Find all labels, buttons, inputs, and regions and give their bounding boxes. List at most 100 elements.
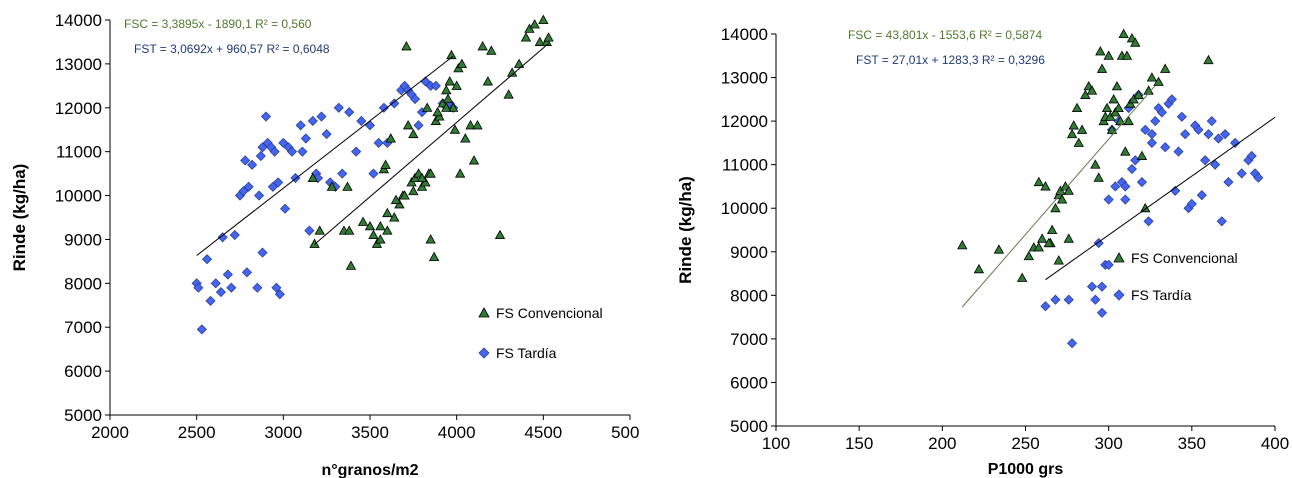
- y-tick-label: 8000: [730, 286, 768, 305]
- data-point-fs-tardia: [1186, 198, 1197, 209]
- x-tick-label: 350: [1178, 434, 1206, 453]
- x-tick-label: 5000: [611, 423, 640, 442]
- data-point-fs-tardia: [1090, 294, 1101, 305]
- data-point-fs-tardia: [215, 287, 226, 298]
- data-point-fs-convencional: [1096, 63, 1108, 73]
- data-point-fs-tardia: [1236, 168, 1247, 179]
- y-tick-label: 11000: [722, 156, 768, 175]
- data-point-fs-convencional: [1203, 54, 1214, 65]
- y-axis-title: Rinde (kg/ha): [10, 164, 29, 272]
- data-point-fs-tardia: [1210, 159, 1221, 170]
- data-point-fs-convencional: [1056, 194, 1068, 204]
- data-point-fs-convencional: [449, 124, 461, 134]
- data-point-fs-tardia: [1103, 194, 1114, 205]
- data-point-fs-convencional: [1108, 94, 1119, 104]
- data-point-fs-tardia: [344, 107, 355, 118]
- data-point-fs-convencional: [432, 106, 443, 117]
- data-point-fs-convencional: [468, 155, 480, 165]
- data-point-fs-convencional: [314, 225, 325, 235]
- data-point-fs-convencional: [342, 181, 353, 191]
- data-point-fs-tardia: [1230, 137, 1241, 148]
- data-point-fs-tardia: [240, 155, 251, 166]
- data-point-fs-tardia: [1063, 294, 1074, 305]
- data-point-fs-convencional: [1146, 72, 1158, 82]
- data-point-fs-convencional: [425, 234, 436, 244]
- data-point-fs-convencional: [307, 172, 318, 183]
- data-point-fs-convencional: [503, 89, 514, 99]
- yield-vs-p1000-chart: 5000 6000 7000 8000 9000 10000 11000 12000 13000…: [676, 25, 1289, 478]
- data-point-fs-tardia: [1120, 194, 1131, 205]
- x-tick-label: 4000: [438, 423, 476, 442]
- data-point-fs-tardia: [300, 133, 311, 144]
- data-point-fs-tardia: [304, 225, 315, 236]
- data-point-fs-convencional: [993, 244, 1005, 254]
- data-point-fs-convencional: [1123, 115, 1134, 126]
- data-point-fs-tardia: [210, 278, 221, 289]
- data-point-fs-convencional: [401, 41, 412, 51]
- data-point-fs-convencional: [385, 133, 396, 143]
- y-tick-label: 14000: [721, 25, 768, 44]
- data-point-fs-tardia: [271, 282, 282, 293]
- x-tick-label: 400: [1261, 434, 1289, 453]
- legend-label-fs-convencional: FS Convencional: [1131, 250, 1238, 266]
- data-point-fs-tardia: [1193, 124, 1204, 135]
- data-point-fs-convencional: [364, 220, 376, 231]
- data-point-fs-tardia: [1110, 181, 1121, 192]
- y-tick-label: 7000: [730, 330, 768, 349]
- data-point-fs-convencional: [465, 120, 476, 130]
- data-point-fs-convencional: [1093, 172, 1104, 182]
- data-point-fs-convencional: [1043, 237, 1054, 248]
- data-point-fs-convencional: [1068, 120, 1079, 130]
- data-point-fs-convencional: [1066, 128, 1078, 139]
- data-point-fs-convencional: [442, 93, 454, 103]
- data-point-fs-tardia: [257, 247, 268, 258]
- data-point-fs-convencional: [460, 133, 471, 143]
- data-point-fs-convencional: [451, 80, 462, 90]
- data-point-fs-convencional: [309, 238, 320, 248]
- data-point-fs-convencional: [513, 58, 525, 68]
- data-point-fs-convencional: [422, 102, 433, 112]
- data-point-fs-convencional: [428, 251, 440, 262]
- legend-marker-fs-tardia: [1113, 289, 1125, 301]
- data-point-fs-convencional: [1053, 255, 1064, 265]
- x-tick-label: 250: [1011, 434, 1039, 453]
- data-point-fs-tardia: [1216, 216, 1227, 227]
- data-point-fs-tardia: [286, 146, 298, 157]
- data-point-fs-tardia: [205, 295, 216, 306]
- data-point-fs-tardia: [273, 177, 284, 188]
- trendline-fs-tardia: [196, 55, 454, 256]
- x-axis-title: n°granos/m2: [321, 462, 418, 478]
- data-point-fs-convencional: [390, 194, 402, 204]
- data-point-fs-convencional: [1086, 85, 1098, 95]
- data-point-fs-convencional: [1160, 63, 1171, 73]
- x-axis-title: P1000 grs: [988, 461, 1064, 478]
- y-tick-label: 6000: [64, 362, 102, 381]
- legend-label-fs-convencional: FS Convencional: [496, 305, 603, 321]
- data-point-fs-tardia: [1160, 142, 1171, 153]
- data-point-fs-convencional: [444, 76, 455, 86]
- y-tick-label: 8000: [64, 274, 102, 293]
- x-tick-label: 3500: [351, 423, 389, 442]
- data-point-fs-convencional: [408, 128, 419, 139]
- data-point-fs-tardia: [1040, 301, 1051, 312]
- data-point-fs-tardia: [430, 80, 441, 91]
- data-point-fs-tardia: [280, 203, 291, 214]
- data-point-fs-convencional: [1101, 102, 1113, 113]
- data-point-fs-tardia: [1176, 111, 1187, 122]
- data-point-fs-tardia: [364, 120, 376, 131]
- data-point-fs-convencional: [973, 263, 985, 274]
- y-tick-label: 6000: [730, 373, 768, 392]
- data-point-fs-convencional: [416, 172, 428, 183]
- data-point-fs-tardia: [260, 111, 272, 122]
- data-point-fs-convencional: [344, 225, 355, 235]
- data-point-fs-convencional: [1090, 159, 1101, 169]
- data-point-fs-tardia: [373, 137, 384, 148]
- data-point-fs-convencional: [1153, 76, 1164, 86]
- data-point-fs-convencional: [1103, 50, 1114, 60]
- data-point-fs-tardia: [1086, 281, 1098, 292]
- data-point-fs-convencional: [408, 185, 419, 196]
- trendline-fs-convencional: [961, 85, 1156, 308]
- y-tick-label: 10000: [55, 187, 102, 206]
- data-point-fs-tardia: [238, 186, 249, 197]
- data-point-fs-tardia: [389, 98, 400, 109]
